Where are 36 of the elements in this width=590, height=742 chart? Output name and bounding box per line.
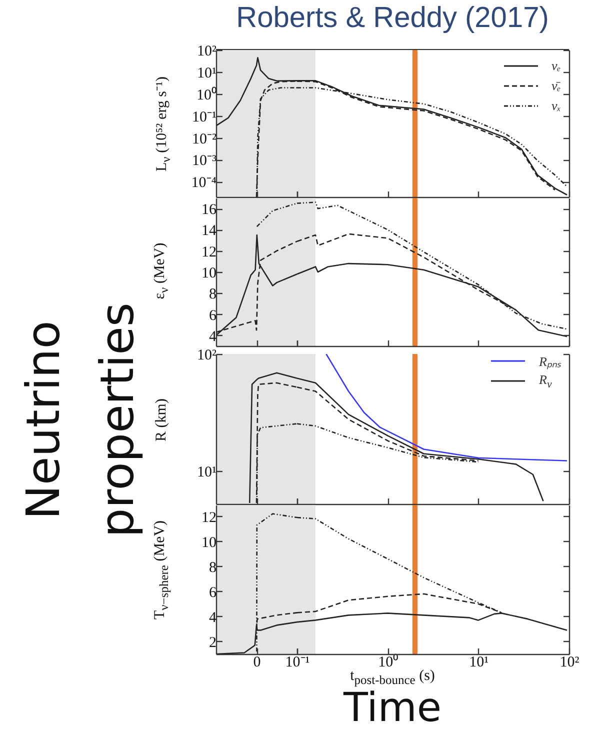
text: Neutrino properties (16, 302, 144, 538)
y-tick-label: 10⁰ (196, 86, 216, 104)
y-tick-label: 8 (209, 560, 216, 576)
y-tick-label: 10⁻³ (192, 153, 217, 170)
y-tick-label: 10 (202, 534, 216, 551)
y-tick-label: 16 (202, 202, 217, 218)
x-tick-label: 10¹ (469, 654, 489, 670)
y-tick-label: 2 (209, 634, 216, 651)
y-tick-label: 10⁻⁴ (191, 175, 216, 192)
y-tick-label: 4 (209, 610, 217, 626)
y-tick-label: 10² (197, 348, 217, 364)
x-axis-title: t$_{post-bounce}$ (s) (350, 668, 435, 687)
x-tick-label: 10⁰ (378, 654, 398, 670)
y-tick-label: 8 (209, 286, 216, 303)
y-tick-label: 6 (209, 308, 217, 324)
y-axis-title: R (km) (154, 398, 170, 442)
x-tick-label: 10⁻¹ (285, 654, 310, 670)
y-tick-label: 12 (202, 244, 216, 260)
y-tick-label: 10⁻¹ (192, 109, 216, 126)
legend-label: νₑ (552, 58, 561, 74)
y-tick-label: 14 (202, 223, 217, 240)
y-tick-label: 10 (202, 266, 216, 282)
legend-label: νₓ (552, 98, 561, 114)
x-tick-label: 10² (560, 654, 580, 670)
legend-label: ν̄ₑ (552, 78, 561, 94)
legend-label: R$_{ν}$ (539, 372, 552, 390)
y-tick-label: 10² (197, 44, 217, 60)
y-tick-label: 10¹ (197, 65, 216, 82)
y-tick-label: 10¹ (197, 464, 216, 480)
x-tick-label: 0 (253, 654, 261, 670)
legend-label: Rₚₙₛ (539, 353, 561, 370)
y-tick-label: 10⁻² (192, 131, 217, 148)
y-tick-label: 12 (202, 510, 216, 526)
text: Roberts & Reddy (2017) (236, 2, 549, 35)
y-tick-label: 4 (209, 328, 217, 345)
y-tick-label: 6 (209, 584, 217, 601)
